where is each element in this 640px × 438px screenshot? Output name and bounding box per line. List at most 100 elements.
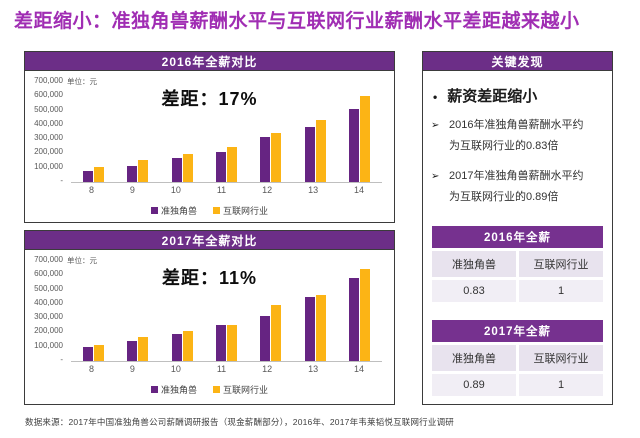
bar-互联网行业-11: [226, 324, 237, 361]
y-axis-tick: 300,000: [34, 312, 63, 322]
bar-互联网行业-12: [271, 305, 282, 361]
finding-point-2016: ➢ 2016年准独角兽薪酬水平约为互联网行业的0.83倍: [431, 115, 606, 157]
bar-group-11: [215, 147, 237, 182]
bar-准独角兽-13: [304, 127, 315, 182]
ratio-value: 1: [519, 280, 603, 302]
bar-准独角兽-12: [260, 137, 271, 182]
finding-point-text: 2017年准独角兽薪酬水平约为互联网行业的0.89倍: [449, 170, 584, 203]
table-header-row: 准独角兽 互联网行业: [432, 251, 603, 277]
headline-text: 薪资差距缩小: [447, 88, 538, 105]
y-axis-tick: 400,000: [34, 297, 63, 307]
ratio-value: 1: [519, 374, 603, 396]
bar-准独角兽-10: [171, 157, 182, 182]
y-axis-tick: 400,000: [34, 118, 63, 128]
bar-准独角兽-14: [349, 109, 360, 182]
chart-panel-2017: 2017年全薪对比 700,000 600,000 500,000 400,000 30…: [24, 230, 395, 405]
column-header: 准独角兽: [432, 251, 516, 277]
data-source-note: 数据来源：2017年中国准独角兽公司薪酬调研报告（现金薪酬部分），2016年、2…: [25, 417, 454, 427]
bar-互联网行业-9: [138, 159, 149, 182]
bar-准独角兽-12: [260, 316, 271, 361]
ratio-value: 0.83: [432, 280, 516, 302]
ratio-value: 0.89: [432, 374, 516, 396]
x-axis-label: 8: [88, 185, 94, 195]
legend-label: 准独角兽: [160, 206, 197, 216]
bar-准独角兽-9: [127, 166, 138, 182]
legend-swatch-icon: [150, 386, 158, 393]
chart-panel-2017-header: 2017年全薪对比: [25, 231, 394, 250]
page-title: 差距缩小：准独角兽薪酬水平与互联网行业薪酬水平差距越来越小: [14, 11, 580, 32]
bar-互联网行业-14: [360, 96, 371, 182]
table-value-row: 0.89 1: [432, 374, 603, 396]
x-axis-label: 9: [129, 185, 135, 195]
bar-准独角兽-8: [82, 171, 93, 182]
legend-label: 互联网行业: [223, 385, 269, 395]
bar-group-13: [304, 295, 326, 361]
legend-label: 准独角兽: [160, 385, 197, 395]
finding-point-text: 2016年准独角兽薪酬水平约为互联网行业的0.83倍: [449, 119, 584, 152]
bar-互联网行业-8: [93, 345, 104, 361]
y-axis-tick: 700,000: [34, 76, 63, 85]
y-axis-tick: 500,000: [34, 283, 63, 293]
column-header: 互联网行业: [519, 251, 603, 277]
y-axis-tick: 500,000: [34, 104, 63, 114]
legend-item: 互联网行业: [213, 383, 268, 396]
bar-group-14: [349, 96, 371, 182]
bar-准独角兽-14: [349, 278, 360, 361]
ratio-table-2016-title: 2016年全薪: [432, 226, 603, 248]
bar-group-13: [304, 119, 326, 182]
chart-legend: 准独角兽 互联网行业: [25, 383, 394, 396]
x-axis-label: 14: [354, 364, 365, 374]
y-axis-tick: 200,000: [34, 147, 63, 157]
arrow-bullet-icon: ➢: [431, 171, 440, 182]
bar-group-8: [82, 167, 104, 182]
bar-互联网行业-13: [315, 295, 326, 361]
bar-group-9: [127, 159, 149, 182]
bar-group-10: [171, 154, 193, 182]
x-axis-label: 13: [308, 185, 319, 195]
plot-area: [71, 82, 382, 183]
bar-互联网行业-10: [182, 154, 193, 182]
y-axis-tick: -: [60, 355, 63, 364]
unit-label: 单位：元: [67, 77, 97, 86]
x-axis-label: 13: [308, 364, 319, 374]
legend-swatch-icon: [213, 207, 220, 214]
bar-准独角兽-11: [215, 325, 226, 361]
chart-legend: 准独角兽 互联网行业: [25, 204, 394, 217]
bar-互联网行业-9: [138, 337, 149, 361]
legend-swatch-icon: [213, 386, 220, 393]
bar-互联网行业-12: [271, 132, 282, 182]
bullet-icon: •: [433, 90, 438, 104]
legend-label: 互联网行业: [223, 206, 269, 216]
bar-group-12: [260, 305, 282, 361]
key-findings-body: • 薪资差距缩小 ➢ 2016年准独角兽薪酬水平约为互联网行业的0.83倍 ➢ …: [423, 85, 612, 418]
ratio-table-2017: 2017年全薪 准独角兽 互联网行业 0.89 1: [432, 320, 603, 396]
y-axis-tick: 700,000: [34, 255, 63, 264]
bar-准独角兽-13: [304, 296, 315, 361]
key-findings-panel: 关键发现 • 薪资差距缩小 ➢ 2016年准独角兽薪酬水平约为互联网行业的0.8…: [422, 51, 613, 405]
ratio-table-2016: 2016年全薪 准独角兽 互联网行业 0.83 1: [432, 226, 603, 302]
x-axis-label: 11: [216, 185, 227, 195]
y-axis-tick: 100,000: [34, 161, 63, 171]
unit-label: 单位：元: [67, 256, 97, 265]
y-axis: 700,000 600,000 500,000 400,000 300,000 200,0…: [29, 255, 63, 368]
chart-panel-2016: 2016年全薪对比 700,000 600,000 500,000 400,000 30…: [24, 51, 395, 223]
x-axis-label: 12: [262, 185, 273, 195]
chart-2016-plot-region: 700,000 600,000 500,000 400,000 300,000 200,0…: [25, 71, 394, 222]
x-axis-label: 14: [354, 185, 365, 195]
bar-互联网行业-10: [182, 331, 193, 361]
bar-group-8: [82, 345, 104, 361]
gap-annotation-2017: 差距：11%: [161, 268, 258, 288]
x-axis-label: 10: [170, 364, 181, 374]
y-axis-tick: 600,000: [34, 269, 63, 279]
legend-item: 准独角兽: [150, 383, 197, 396]
bar-准独角兽-10: [171, 333, 182, 361]
chart-2017-plot-region: 700,000 600,000 500,000 400,000 300,000 200,0…: [25, 250, 394, 404]
x-axis: 8 9 10 11 12 13 14: [71, 364, 382, 374]
x-axis-label: 9: [129, 364, 135, 374]
x-axis-label: 11: [216, 364, 227, 374]
bar-group-11: [215, 324, 237, 361]
y-axis-tick: 600,000: [34, 90, 63, 100]
bar-准独角兽-11: [215, 152, 226, 182]
bar-互联网行业-14: [360, 268, 371, 361]
legend-item: 互联网行业: [213, 204, 268, 217]
